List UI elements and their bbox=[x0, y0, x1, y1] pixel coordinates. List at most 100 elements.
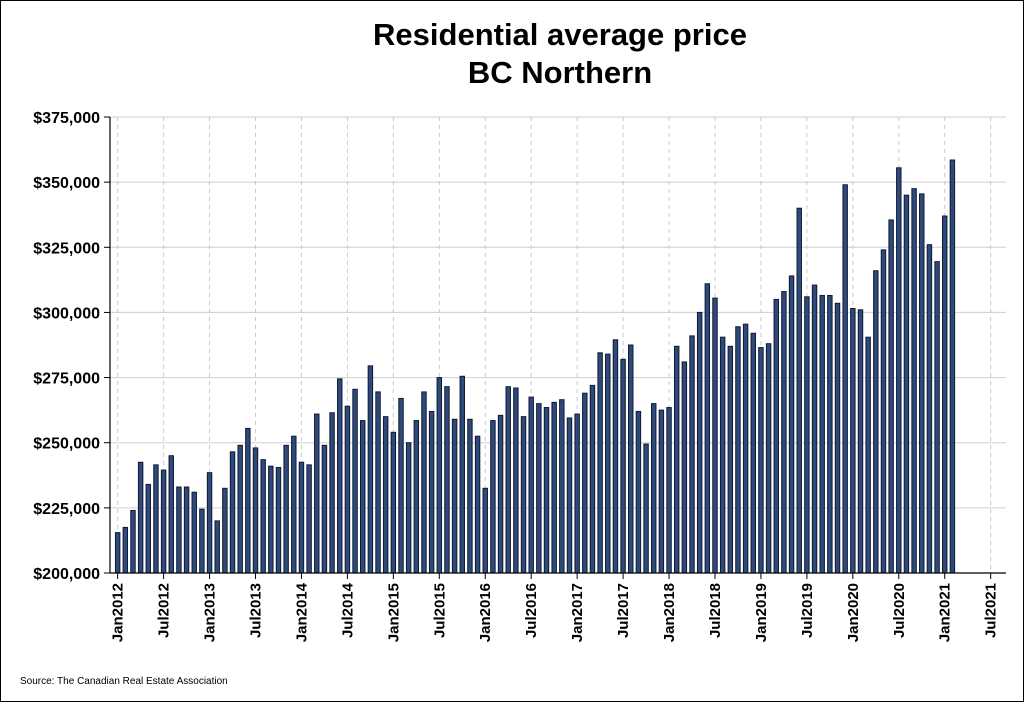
bar bbox=[582, 392, 588, 574]
bar bbox=[819, 294, 825, 574]
bar bbox=[199, 508, 205, 574]
x-tick-label: Jul2015 bbox=[431, 583, 448, 638]
bar bbox=[130, 509, 136, 574]
bar bbox=[260, 459, 266, 574]
bar bbox=[306, 464, 312, 574]
bar bbox=[888, 219, 894, 574]
bar bbox=[681, 361, 688, 574]
bar bbox=[804, 296, 810, 574]
bar bbox=[880, 249, 887, 574]
bar bbox=[689, 335, 695, 574]
bar bbox=[474, 435, 481, 574]
bar bbox=[827, 294, 833, 574]
bar bbox=[237, 444, 243, 574]
bar bbox=[459, 375, 465, 574]
y-tick-label: $325,000 bbox=[33, 240, 100, 257]
bar bbox=[605, 353, 611, 574]
bar bbox=[597, 352, 603, 574]
bar bbox=[942, 215, 948, 574]
bar bbox=[421, 391, 427, 574]
bar bbox=[275, 466, 282, 574]
bar bbox=[926, 244, 933, 574]
bar bbox=[520, 416, 527, 574]
bar bbox=[934, 261, 940, 574]
bar bbox=[834, 302, 841, 574]
bar bbox=[658, 409, 665, 574]
bar bbox=[360, 420, 366, 574]
bar bbox=[704, 283, 711, 574]
bar bbox=[919, 193, 925, 574]
x-tick-label: Jan2021 bbox=[937, 583, 954, 642]
bar bbox=[781, 291, 787, 574]
bar bbox=[206, 472, 213, 574]
bar bbox=[574, 413, 580, 574]
x-tick-label: Jan2018 bbox=[661, 583, 678, 642]
bar bbox=[857, 309, 864, 574]
bar bbox=[436, 377, 443, 574]
bar bbox=[796, 207, 802, 574]
bar bbox=[137, 461, 144, 574]
bar bbox=[788, 275, 795, 574]
x-tick-label: Jan2020 bbox=[845, 583, 862, 642]
bar bbox=[758, 347, 764, 574]
bar bbox=[329, 412, 335, 574]
x-tick-label: Jul2012 bbox=[156, 583, 173, 638]
bar bbox=[153, 464, 159, 574]
x-tick-label: Jan2015 bbox=[385, 583, 402, 642]
bar bbox=[842, 184, 848, 574]
x-tick-label: Jan2014 bbox=[293, 582, 310, 642]
bar bbox=[183, 486, 190, 574]
bar bbox=[245, 427, 251, 574]
x-tick-label: Jul2018 bbox=[707, 583, 724, 638]
bar bbox=[490, 420, 496, 574]
x-tick-label: Jul2013 bbox=[248, 583, 265, 638]
bar bbox=[467, 418, 473, 574]
bar bbox=[865, 336, 871, 574]
bar bbox=[283, 444, 289, 574]
x-tick-label: Jul2016 bbox=[523, 583, 540, 638]
bar bbox=[390, 431, 397, 574]
chart-title-line-2: BC Northern bbox=[467, 55, 653, 90]
bar bbox=[727, 345, 734, 574]
bar bbox=[719, 336, 726, 574]
bar bbox=[367, 365, 374, 574]
bar bbox=[497, 414, 504, 574]
x-tick-label: Jul2019 bbox=[799, 583, 816, 638]
x-tick-label: Jan2017 bbox=[569, 583, 586, 642]
bar bbox=[712, 297, 718, 574]
bar bbox=[398, 397, 404, 574]
bar bbox=[222, 487, 228, 574]
y-tick-label: $200,000 bbox=[33, 566, 100, 583]
bar bbox=[413, 420, 420, 574]
bar bbox=[949, 159, 956, 574]
bar bbox=[536, 403, 542, 574]
bar bbox=[444, 386, 450, 574]
bar bbox=[742, 323, 749, 574]
bar bbox=[298, 461, 305, 574]
bar bbox=[513, 387, 519, 574]
bar bbox=[291, 435, 297, 574]
chart-title: Residential average price BC Northern bbox=[260, 16, 860, 92]
bar bbox=[191, 491, 197, 574]
x-tick-label: Jul2020 bbox=[891, 583, 908, 638]
y-tick-label: $300,000 bbox=[33, 305, 100, 322]
bar bbox=[903, 194, 910, 574]
bar bbox=[176, 486, 182, 574]
bar bbox=[145, 483, 152, 574]
y-tick-label: $275,000 bbox=[33, 371, 100, 388]
bar bbox=[666, 407, 672, 574]
bar bbox=[628, 344, 634, 574]
bar bbox=[321, 444, 328, 574]
bar bbox=[750, 332, 756, 574]
bar bbox=[620, 358, 626, 574]
bar bbox=[651, 403, 657, 574]
bar bbox=[160, 469, 167, 574]
bar bbox=[344, 405, 351, 574]
bar bbox=[451, 418, 458, 574]
bar bbox=[505, 386, 511, 574]
bar bbox=[873, 270, 879, 574]
bar bbox=[405, 442, 412, 574]
x-tick-label: Jan2019 bbox=[753, 583, 770, 642]
x-tick-label: Jul2017 bbox=[615, 583, 632, 638]
source-note: Source: The Canadian Real Estate Associa… bbox=[20, 676, 228, 687]
